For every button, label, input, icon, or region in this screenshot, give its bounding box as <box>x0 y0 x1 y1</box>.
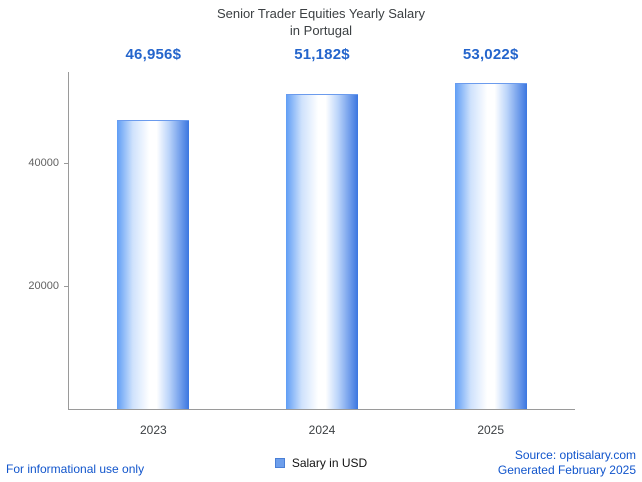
legend-label: Salary in USD <box>291 456 368 470</box>
legend-swatch <box>274 458 285 468</box>
bar-value-label: 53,022$ <box>462 46 519 63</box>
legend: Salary in USD <box>0 456 642 470</box>
bar-slot-2024: 51,182$ 2024 <box>238 46 407 437</box>
chart-title-line2: in Portugal <box>289 22 353 38</box>
chart-title-line1: Senior Trader Equities Yearly Salary <box>216 6 426 21</box>
y-tick-mark <box>64 285 69 287</box>
bar-2024 <box>286 94 358 409</box>
bar-value-label: 51,182$ <box>294 46 350 63</box>
generated-line: Generated February 2025 <box>497 463 636 477</box>
source-info: Source: optisalary.com Generated Februar… <box>498 448 636 478</box>
y-tick-label: 20000 <box>28 280 59 293</box>
x-axis-label: 2025 <box>477 423 505 437</box>
source-line: Source: optisalary.com <box>514 448 636 462</box>
bars: 46,956$ 2023 51,182$ 2024 53,022$ 2025 <box>69 46 575 437</box>
x-axis-label: 2023 <box>139 423 167 437</box>
chart-title: Senior Trader Equities Yearly Salary in … <box>0 6 642 40</box>
bar-slot-2025: 53,022$ 2025 <box>406 46 575 437</box>
x-axis-label: 2024 <box>308 423 336 437</box>
y-tick: 40000 <box>7 157 69 169</box>
plot-area: 20000 40000 46,956$ 2023 51,182$ 2024 53,022$… <box>28 46 575 437</box>
bar-value-label: 46,956$ <box>125 46 182 63</box>
bar-slot-2023: 46,956$ 2023 <box>69 46 238 437</box>
y-tick-label: 40000 <box>28 157 59 170</box>
disclaimer-text: For informational use only <box>6 462 145 476</box>
y-tick: 20000 <box>7 280 69 292</box>
bar-2025 <box>454 83 527 409</box>
bar-2023 <box>117 120 190 409</box>
y-tick-mark <box>64 162 69 164</box>
